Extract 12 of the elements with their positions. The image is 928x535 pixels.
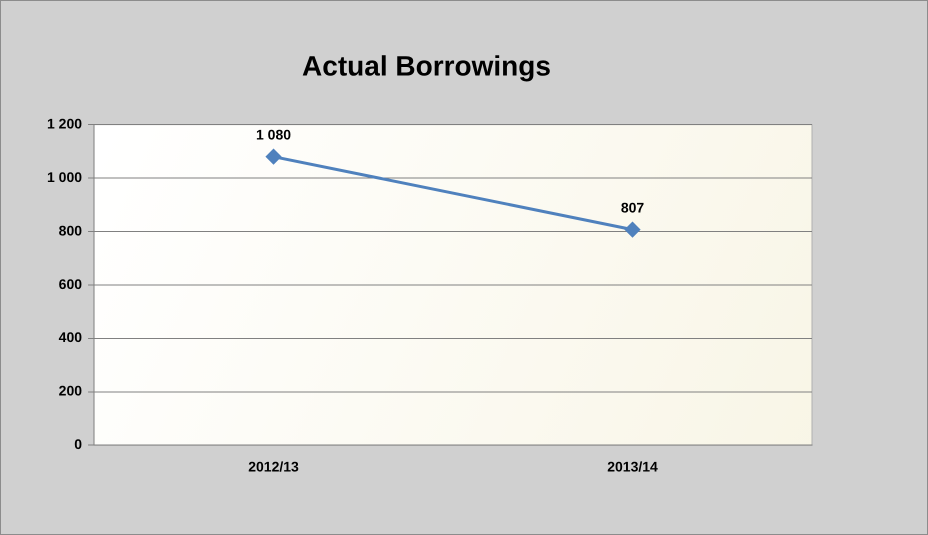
data-label: 807 [620,199,644,216]
chart-title: Actual Borrowings [302,50,551,82]
y-tick-label: 1 200 [46,115,82,132]
y-tick-label: 600 [58,276,82,292]
y-tick-label: 0 [74,436,82,452]
x-tick-label: 2013/14 [607,458,658,474]
y-tick-label: 200 [58,382,82,399]
y-tick-label: 1 000 [46,168,82,185]
data-label: 1 080 [256,126,292,143]
x-tick-label: 2012/13 [248,458,300,474]
y-tick-label: 400 [58,329,82,346]
y-tick-label: 800 [58,222,82,238]
